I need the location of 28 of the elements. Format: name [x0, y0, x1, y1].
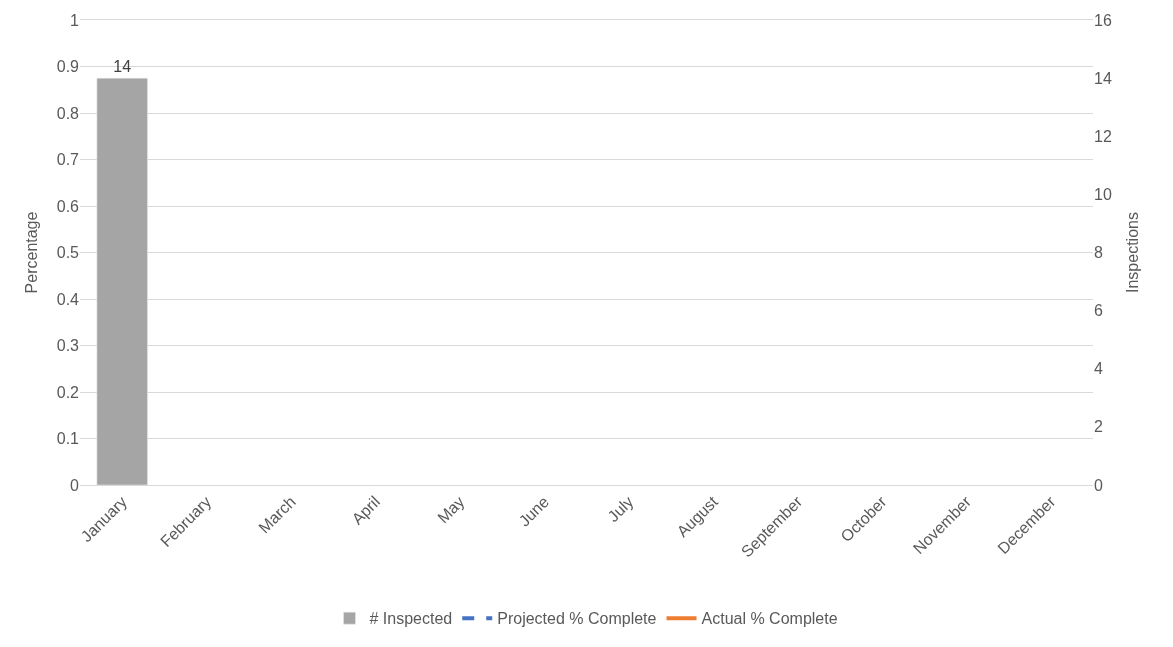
- y-axis-title: Percentage: [22, 211, 40, 294]
- y2-tick-label: 0: [1094, 476, 1103, 494]
- x-tick-label: May: [434, 492, 468, 527]
- y-tick-label: 0.4: [56, 290, 80, 308]
- y2-tick-label: 14: [1094, 69, 1112, 87]
- y-tick-label: 0.8: [56, 104, 80, 122]
- legend-label: # Inspected: [369, 610, 453, 628]
- y-tick-label: 0.1: [56, 430, 80, 448]
- y-tick-label: 0.9: [56, 58, 80, 76]
- y2-tick-label: 8: [1094, 244, 1103, 262]
- y-tick-label: 0.3: [56, 337, 80, 355]
- y2-axis-title: Inspections: [1123, 212, 1141, 293]
- y2-tick-label: 6: [1094, 302, 1103, 320]
- y2-tick-label: 10: [1094, 185, 1112, 203]
- y-tick-label: 0.5: [56, 244, 80, 262]
- y2-tick-label: 12: [1094, 127, 1112, 145]
- legend-label: Actual % Complete: [701, 610, 838, 628]
- y-tick-label: 0.6: [56, 197, 80, 215]
- y-tick-label: 0.2: [56, 383, 80, 401]
- legend-label: Projected % Complete: [497, 610, 657, 628]
- data-label: 14: [113, 58, 132, 76]
- y2-tick-label: 2: [1094, 418, 1103, 436]
- y2-tick-label: 4: [1094, 360, 1103, 378]
- y-tick-label: 1: [70, 11, 80, 29]
- y2-tick-label: 16: [1094, 11, 1112, 29]
- y-tick-label: 0: [70, 476, 80, 494]
- x-tick-label: July: [604, 492, 637, 526]
- y-tick-label: 0.7: [56, 151, 80, 169]
